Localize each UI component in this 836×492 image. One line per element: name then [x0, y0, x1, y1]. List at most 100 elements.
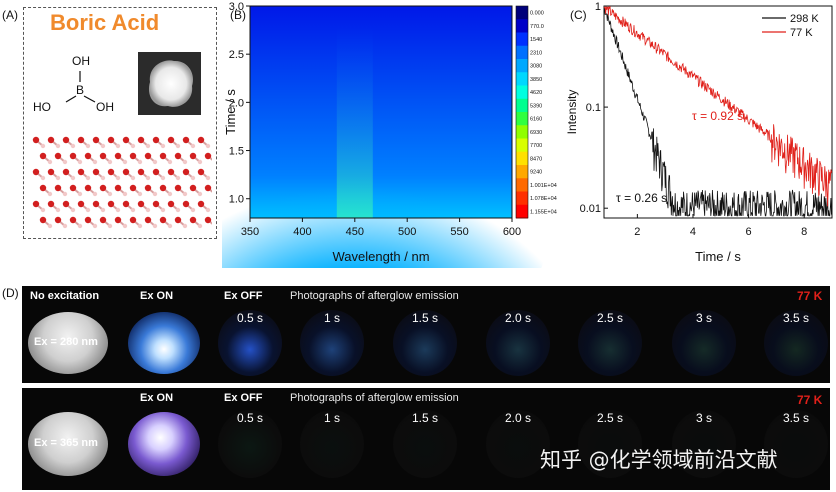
lattice-atom-b: [167, 159, 173, 165]
colorbar-tick-label: 1.155E+04: [530, 209, 557, 215]
lattice-atom-o: [69, 184, 77, 192]
lattice-atom-b: [92, 159, 98, 165]
lattice-atom-b: [130, 175, 136, 181]
lattice-atom-b: [85, 143, 91, 149]
afterglow-time-label: 3 s: [695, 311, 712, 325]
afterglow-dish: [218, 310, 282, 376]
colorbar-segment: [516, 138, 528, 153]
lattice-atom-b: [175, 207, 181, 213]
lattice-atom-o: [77, 136, 85, 144]
afterglow-dish: [486, 410, 550, 478]
lattice-atom-b: [175, 175, 181, 181]
panel-a-title: Boric Acid: [50, 10, 160, 35]
lattice-atom-b: [107, 191, 113, 197]
afterglow-time-label: 1.5 s: [411, 311, 438, 325]
lattice-atom-b: [122, 223, 128, 229]
lattice-atom-b: [107, 223, 113, 229]
powder-photo: [138, 52, 201, 115]
lattice-atom-o: [144, 184, 152, 192]
lattice-atom-o: [99, 152, 107, 160]
lattice-atom-o: [137, 168, 145, 176]
afterglow-time-label: 0.5 s: [236, 411, 263, 425]
ex-on-label-1: Ex ON: [140, 290, 174, 302]
lattice-atom-o: [159, 184, 167, 192]
molecule-oh-top: OH: [72, 54, 90, 68]
lattice-atom-b: [100, 175, 106, 181]
heatmap-xtick-label: 400: [293, 226, 311, 238]
heatmap-xtick-label: 450: [346, 226, 364, 238]
decay-ytick-label: 1: [595, 1, 601, 13]
afterglow-time-label: 3.5 s: [782, 411, 809, 425]
decay-xlabel: Time / s: [695, 249, 741, 264]
decay-series-line: [603, 5, 833, 207]
heatmap-ylabel: Time / s: [223, 89, 238, 135]
ex-off-label-1: Ex OFF: [224, 290, 263, 302]
colorbar-tick-label: 1540: [530, 37, 542, 43]
lattice-atom-o: [54, 152, 62, 160]
lattice-atom-o: [122, 168, 130, 176]
heatmap-ytick-label: 2.5: [229, 49, 244, 61]
lattice-atom-o: [182, 136, 190, 144]
panel-b-label: (B): [230, 8, 246, 22]
lattice-atom-o: [137, 200, 145, 208]
dish-no-excitation: [28, 412, 108, 476]
lattice-atom-o: [122, 136, 130, 144]
panel-d-label: (D): [2, 286, 19, 300]
lattice-atom-o: [99, 184, 107, 192]
lattice-atom-b: [167, 223, 173, 229]
lattice-atom-b: [190, 207, 196, 213]
lattice-atom-o: [62, 168, 70, 176]
lattice-atom-b: [55, 143, 61, 149]
lattice-atom-o: [204, 184, 212, 192]
molecule-oh-right: OH: [96, 100, 114, 114]
afterglow-caption-2: Photographs of afterglow emission: [290, 392, 459, 404]
colorbar-tick-label: 7700: [530, 143, 542, 149]
heatmap-xtick-label: 550: [450, 226, 468, 238]
ex-on-label-2: Ex ON: [140, 392, 174, 404]
colorbar-tick-label: 1.001E+04: [530, 183, 557, 189]
colorbar-tick-label: 4620: [530, 90, 542, 96]
lattice-atom-o: [167, 136, 175, 144]
colorbar-tick-label: 9240: [530, 170, 542, 176]
afterglow-time-label: 2.5 s: [596, 411, 623, 425]
lattice-atom-o: [99, 216, 107, 224]
crystal-structure: [32, 136, 212, 229]
lattice-atom-o: [39, 216, 47, 224]
lattice-atom-b: [47, 191, 53, 197]
lattice-atom-b: [100, 207, 106, 213]
excitation-wavelength: Ex = 280 nm: [34, 336, 98, 348]
colorbar-segment: [516, 45, 528, 60]
ex-off-label-2: Ex OFF: [224, 392, 263, 404]
afterglow-dish: [486, 310, 550, 376]
lattice-atom-o: [92, 136, 100, 144]
afterglow-dish: [300, 310, 364, 376]
molecule-ho-left: HO: [33, 100, 51, 114]
lattice-atom-b: [122, 191, 128, 197]
lattice-atom-b: [47, 159, 53, 165]
lattice-atom-o: [137, 136, 145, 144]
lattice-atom-b: [175, 143, 181, 149]
lattice-atom-b: [77, 223, 83, 229]
afterglow-dish: [300, 410, 364, 478]
lattice-atom-o: [114, 184, 122, 192]
no-excitation-label: No excitation: [30, 290, 100, 302]
colorbar-segment: [516, 112, 528, 126]
legend-entry: 298 K: [790, 13, 819, 25]
lattice-atom-o: [84, 184, 92, 192]
colorbar-tick-label: 770.0: [530, 24, 544, 30]
decay-chart: 2 4 6 8 0.01 0.1 1 Time / s Intensity 298 K 77 K τ …: [565, 1, 833, 264]
heatmap-chart: 350 400 450 500 550 600 1.0 1.5 2.0 2.5 3.0 Wavelen…: [222, 1, 557, 268]
lattice-atom-o: [69, 216, 77, 224]
decay-xtick-label: 2: [634, 226, 640, 238]
lattice-atom-b: [145, 175, 151, 181]
lattice-atom-b: [130, 143, 136, 149]
lattice-atom-o: [174, 184, 182, 192]
lattice-atom-o: [189, 216, 197, 224]
lattice-atom-b: [92, 191, 98, 197]
lattice-atom-b: [137, 223, 143, 229]
lattice-atom-o: [129, 216, 137, 224]
afterglow-caption-1: Photographs of afterglow emission: [290, 290, 459, 302]
lattice-atom-o: [197, 168, 205, 176]
decay-ytick-label: 0.01: [580, 203, 601, 215]
lattice-atom-o: [174, 152, 182, 160]
